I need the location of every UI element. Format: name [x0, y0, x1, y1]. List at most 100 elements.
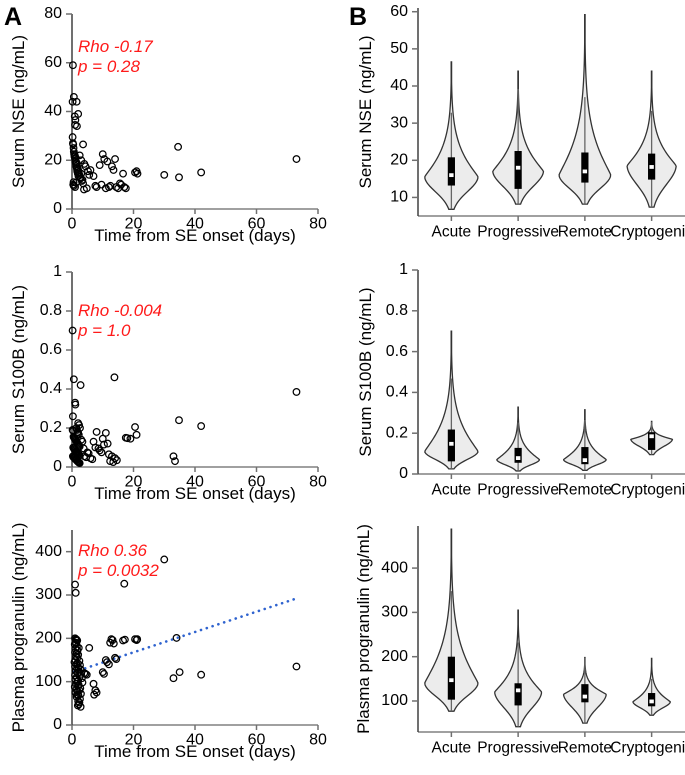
- y-tick-label: 200: [35, 630, 62, 647]
- stat-annotation: p = 0.28: [77, 57, 140, 76]
- y-tick-label: 20: [44, 151, 62, 168]
- panel-letter-a: A: [4, 3, 22, 31]
- data-point: [120, 635, 129, 644]
- data-point: [69, 140, 78, 149]
- violin-median-marker: [515, 165, 521, 170]
- data-point: [292, 388, 301, 396]
- violin-median-marker: [582, 169, 588, 174]
- chart-a2: 0 20 40 60 80 0 0.2 0.4 0.6 0.8 1 Rho -0.004 p = 1.0…: [0, 258, 340, 516]
- y-tick-label: 200: [381, 648, 408, 665]
- data-point: [171, 457, 179, 466]
- data-point: [82, 670, 91, 679]
- y-tick-label: 40: [44, 103, 62, 120]
- data-point: [85, 643, 94, 652]
- data-point: [104, 660, 113, 669]
- violin-group: [562, 409, 607, 471]
- data-point: [88, 455, 97, 464]
- x-tick-label: 60: [248, 473, 266, 490]
- data-point: [83, 448, 92, 457]
- data-point: [175, 173, 183, 182]
- chart-b2: 0 0.2 0.4 0.6 0.8 1 Acute Progressive Remote Cryp…: [345, 258, 685, 516]
- y-tick-label: 0.2: [386, 424, 408, 441]
- violin-group: [630, 420, 674, 456]
- data-point: [120, 579, 129, 588]
- category-label: Remote: [558, 481, 612, 498]
- chart-b3: 100 200 300 400 Acute Progressive Remote Crypto…: [345, 516, 685, 775]
- x-tick-label: 80: [309, 731, 327, 748]
- y-tick-label: 0: [53, 716, 62, 733]
- data-point: [160, 170, 169, 179]
- stat-annotation: p = 0.0032: [77, 561, 159, 580]
- y-tick-label: 0.2: [40, 419, 62, 436]
- data-point: [108, 636, 117, 644]
- y-tick-label: 50: [390, 40, 408, 57]
- chart-a3: 0 20 40 60 80 0 100 200 300 400 Rho 0.36 p = 0.0032…: [0, 516, 340, 775]
- data-point: [107, 635, 116, 644]
- data-point: [79, 140, 87, 149]
- data-point: [169, 674, 178, 683]
- data-point: [98, 150, 107, 159]
- violin-iqr-box: [581, 684, 589, 703]
- y-tick-label: 400: [381, 559, 408, 576]
- violin-group: [626, 70, 677, 208]
- category-label: Cryptogenic: [610, 739, 685, 756]
- x-tick-label: 80: [309, 215, 327, 232]
- x-axis-title: Time from SE onset (days): [94, 742, 296, 761]
- violin-iqr-box: [514, 151, 522, 189]
- y-tick-label: 300: [35, 586, 62, 603]
- y-tick-label: 100: [35, 673, 62, 690]
- y-tick-label: 0.6: [386, 343, 408, 360]
- data-point: [292, 155, 301, 163]
- data-point: [292, 662, 301, 671]
- data-point: [197, 670, 206, 679]
- data-point: [74, 110, 83, 118]
- data-point: [108, 162, 116, 171]
- y-tick-label: 0.4: [386, 384, 408, 401]
- data-point: [132, 430, 141, 439]
- y-axis-title: Serum S100B (ng/mL): [356, 287, 375, 456]
- data-point: [92, 427, 101, 436]
- data-point: [197, 168, 206, 177]
- violin-iqr-box: [514, 447, 522, 463]
- violin-median-marker: [449, 173, 454, 178]
- data-point: [109, 639, 118, 648]
- data-point: [174, 142, 183, 151]
- y-tick-label: 0: [399, 465, 408, 482]
- x-tick-label: 60: [248, 215, 266, 232]
- data-point: [160, 555, 169, 564]
- data-point: [76, 381, 85, 390]
- y-axis-title: Serum NSE (ng/mL): [9, 35, 28, 188]
- category-label: Progressive: [477, 739, 559, 756]
- plot-area-B2: 0 0.2 0.4 0.6 0.8 1 Acute ProgressiveRemoteCryp…: [356, 261, 685, 498]
- y-tick-label: 80: [44, 5, 62, 22]
- data-point: [119, 169, 127, 178]
- violin-group: [632, 657, 672, 716]
- chart-b1: 10 20 30 40 50 60 Acute Progressive Remote Crypto…: [345, 0, 685, 258]
- data-point: [100, 669, 108, 678]
- x-tick-label: 40: [186, 731, 204, 748]
- data-point: [111, 454, 119, 463]
- scatter-points: [70, 555, 301, 711]
- data-point: [89, 679, 98, 688]
- data-point: [98, 668, 107, 677]
- y-tick-label: 0.8: [40, 302, 62, 319]
- y-tick-label: 10: [390, 189, 408, 206]
- data-point: [109, 166, 118, 174]
- y-tick-label: 0: [53, 458, 62, 475]
- stat-annotation: Rho -0.17: [78, 37, 153, 56]
- data-point: [112, 456, 121, 465]
- scatter-points: [68, 61, 301, 194]
- data-point: [126, 434, 135, 443]
- violin-group: [558, 14, 612, 205]
- violin-group: [496, 406, 541, 472]
- data-point: [68, 97, 77, 106]
- data-point: [81, 669, 90, 678]
- data-point: [71, 183, 80, 191]
- data-point: [86, 166, 95, 174]
- data-point: [90, 690, 99, 699]
- y-tick-label: 60: [44, 54, 62, 71]
- y-tick-label: 30: [390, 114, 408, 131]
- data-point: [103, 658, 111, 667]
